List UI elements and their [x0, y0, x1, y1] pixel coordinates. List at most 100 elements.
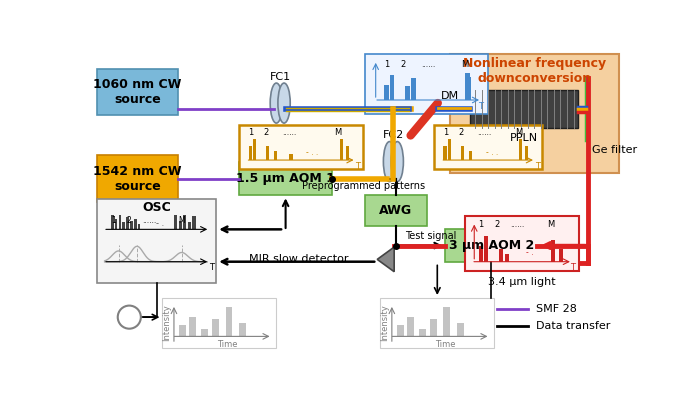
Text: T: T — [535, 162, 540, 171]
Text: M: M — [547, 220, 555, 229]
Ellipse shape — [278, 83, 290, 123]
Bar — [97, 156, 178, 202]
Bar — [411, 79, 416, 100]
Bar — [470, 90, 578, 129]
Bar — [419, 329, 426, 336]
Bar — [519, 139, 522, 160]
Text: PPLN: PPLN — [510, 133, 538, 143]
Bar — [407, 317, 414, 336]
Bar — [188, 222, 191, 229]
Bar — [174, 215, 177, 229]
Bar — [178, 221, 182, 229]
Text: 1: 1 — [478, 220, 483, 229]
Bar — [457, 322, 464, 336]
Ellipse shape — [384, 142, 395, 181]
Bar — [213, 320, 219, 336]
Bar — [346, 146, 349, 160]
Bar — [365, 54, 488, 114]
Bar — [448, 139, 451, 160]
Bar — [340, 139, 342, 160]
Bar — [405, 86, 409, 100]
Bar — [239, 125, 363, 169]
Text: Intensity: Intensity — [379, 304, 389, 341]
Bar — [97, 69, 178, 116]
Text: FC2: FC2 — [383, 131, 404, 141]
Ellipse shape — [270, 83, 283, 123]
Text: - . .: - . . — [486, 148, 498, 157]
Text: T: T — [570, 263, 575, 272]
Bar — [465, 216, 579, 271]
Bar — [461, 146, 464, 160]
Bar — [449, 54, 619, 173]
Text: AWG: AWG — [379, 204, 412, 218]
Bar — [398, 325, 404, 336]
Bar — [484, 235, 488, 262]
Text: 3.4 μm light: 3.4 μm light — [488, 277, 556, 287]
Text: Time: Time — [217, 339, 237, 349]
Text: ......: ...... — [510, 220, 524, 229]
Bar — [559, 249, 563, 262]
Bar — [499, 249, 503, 262]
Bar — [384, 85, 388, 100]
Text: ......: ...... — [477, 128, 491, 137]
Text: 2: 2 — [495, 220, 500, 229]
Text: 3 μm AOM 2: 3 μm AOM 2 — [449, 239, 534, 252]
Bar — [239, 322, 246, 336]
Bar — [183, 215, 186, 229]
Text: M: M — [515, 128, 522, 137]
Text: 1: 1 — [384, 60, 389, 69]
Text: 2: 2 — [264, 128, 269, 137]
Text: ......: ...... — [282, 128, 297, 137]
Text: Ge filter: Ge filter — [592, 145, 637, 155]
Text: 2: 2 — [458, 128, 464, 137]
Text: M: M — [178, 216, 185, 225]
Text: FC1: FC1 — [270, 72, 290, 82]
Text: Test signal: Test signal — [405, 231, 456, 241]
Text: - . .: - . . — [307, 148, 319, 157]
Ellipse shape — [118, 306, 141, 329]
Bar — [274, 151, 277, 160]
Bar — [193, 216, 195, 229]
Text: ⊗: ⊗ — [122, 308, 137, 326]
Text: 1.5 μm AOM 1: 1.5 μm AOM 1 — [236, 172, 335, 185]
Bar — [122, 222, 125, 229]
Bar — [266, 146, 270, 160]
Bar — [111, 215, 113, 229]
Text: 1: 1 — [248, 128, 253, 137]
Bar — [389, 75, 394, 100]
Ellipse shape — [391, 142, 403, 181]
Text: ......: ...... — [142, 216, 156, 225]
Bar — [115, 220, 118, 229]
Bar — [505, 254, 509, 262]
Bar — [138, 224, 141, 229]
Bar — [130, 221, 133, 229]
Text: Data transfer: Data transfer — [536, 322, 610, 331]
Bar — [444, 307, 450, 336]
Bar — [525, 146, 528, 160]
Text: ......: ...... — [421, 60, 435, 69]
Bar — [479, 246, 483, 262]
Bar — [239, 162, 332, 195]
Bar — [465, 73, 470, 100]
Bar — [290, 154, 293, 160]
Bar — [444, 146, 447, 160]
Text: 1: 1 — [443, 128, 449, 137]
Bar — [445, 229, 538, 262]
Bar — [189, 317, 196, 336]
Bar — [253, 139, 256, 160]
Bar — [97, 198, 216, 283]
Bar — [126, 217, 129, 229]
Text: MIR slow detector: MIR slow detector — [248, 254, 348, 264]
Text: OSC: OSC — [142, 201, 171, 214]
Text: M: M — [335, 128, 342, 137]
Text: DM: DM — [441, 91, 459, 101]
Text: 1060 nm CW
source: 1060 nm CW source — [93, 78, 181, 106]
Text: Nonlinear frequency
downconversion: Nonlinear frequency downconversion — [463, 57, 606, 85]
Text: 2: 2 — [401, 60, 406, 69]
Bar — [552, 240, 555, 262]
Text: Intensity: Intensity — [162, 304, 171, 341]
Polygon shape — [377, 247, 394, 272]
Bar — [365, 195, 426, 226]
Bar — [248, 146, 252, 160]
Bar — [118, 215, 121, 229]
